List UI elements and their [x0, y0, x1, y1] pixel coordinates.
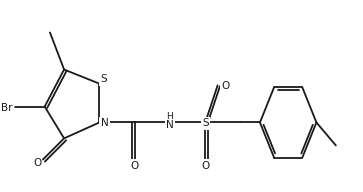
Text: O: O [201, 161, 209, 171]
Text: N: N [166, 120, 174, 130]
Text: Br: Br [1, 103, 13, 113]
Text: O: O [33, 158, 41, 168]
Text: S: S [100, 74, 107, 84]
Text: S: S [202, 118, 209, 128]
Text: O: O [222, 81, 230, 91]
Text: H: H [167, 112, 174, 121]
Text: N: N [101, 118, 109, 128]
Text: O: O [131, 161, 139, 171]
